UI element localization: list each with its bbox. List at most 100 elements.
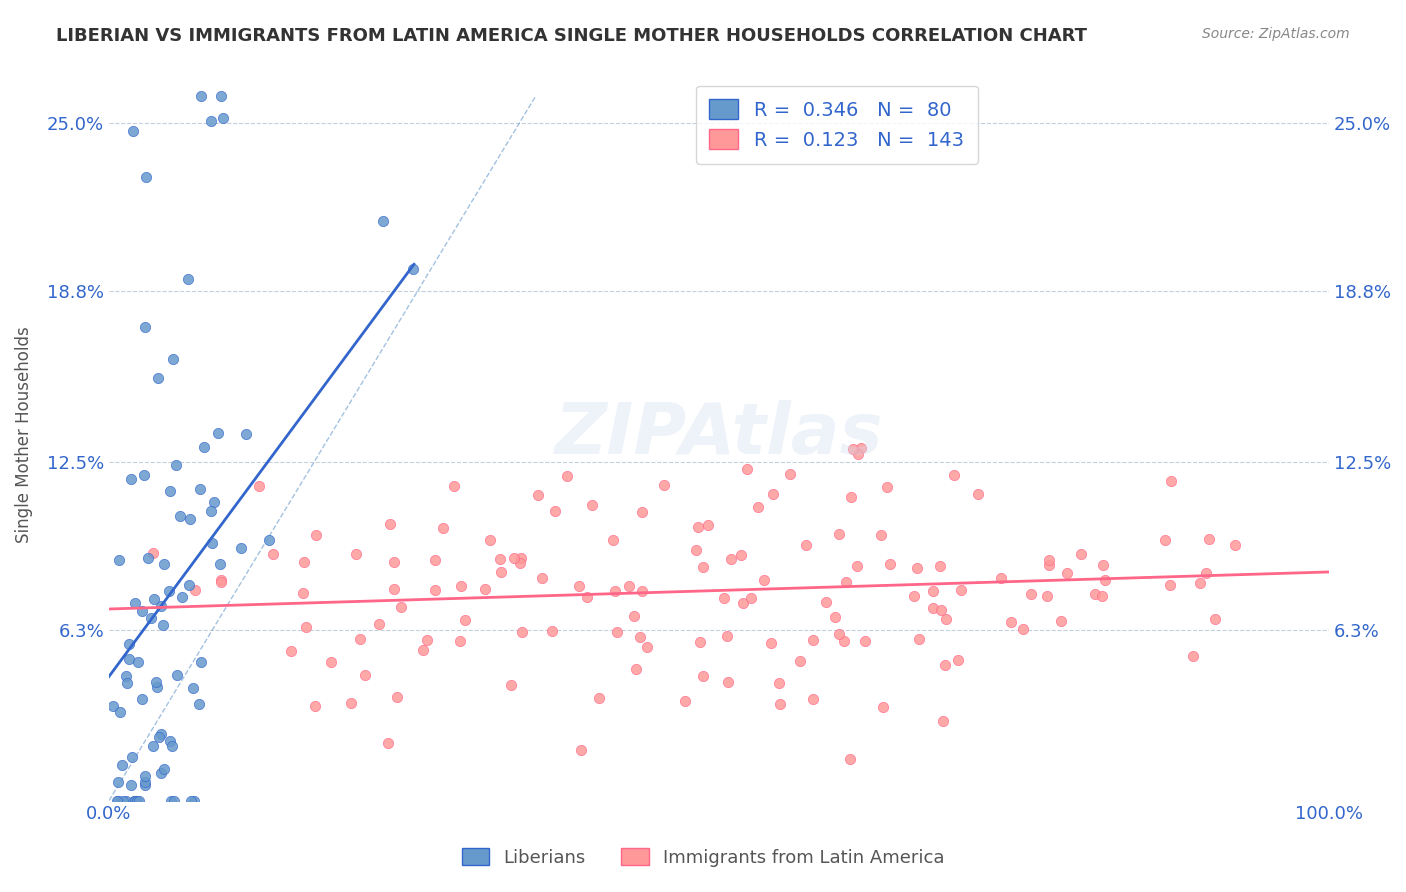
Point (922, 583, 945, 598)
Point (368, 617, 391, 632)
Point (509, 551, 531, 566)
Point (150, 766, 173, 780)
Point (177, 272, 200, 286)
Point (801, 691, 824, 706)
Point (170, 591, 193, 605)
Point (389, 600, 412, 615)
Point (990, 571, 1012, 585)
Point (869, 528, 891, 542)
Point (344, 547, 367, 561)
Point (828, 527, 851, 541)
Point (733, 596, 755, 610)
Point (200, 114, 222, 128)
Point (180, 794, 202, 808)
Point (1011, 622, 1033, 636)
Point (209, 88, 232, 103)
Point (879, 557, 901, 571)
Point (474, 582, 496, 597)
Point (193, 440, 215, 454)
Point (127, 655, 149, 669)
Point (576, 591, 599, 605)
Point (134, 319, 156, 334)
Point (160, 794, 183, 808)
Point (541, 624, 564, 639)
Point (135, 169, 157, 184)
Point (292, 586, 315, 600)
Point (934, 658, 956, 673)
Point (162, 351, 184, 366)
Point (631, 506, 654, 520)
Point (946, 653, 969, 667)
Point (134, 769, 156, 783)
Point (124, 794, 146, 808)
Point (380, 516, 402, 531)
Point (145, 674, 167, 689)
Point (163, 794, 186, 808)
Y-axis label: Single Mother Households: Single Mother Households (15, 326, 32, 543)
Point (212, 111, 235, 125)
Point (1225, 538, 1247, 552)
Point (717, 675, 740, 690)
Point (423, 553, 446, 567)
Point (153, 762, 176, 776)
Point (115, 676, 138, 690)
Point (319, 656, 342, 670)
Text: LIBERIAN VS IMMIGRANTS FROM LATIN AMERICA SINGLE MOTHER HOUSEHOLDS CORRELATION C: LIBERIAN VS IMMIGRANTS FROM LATIN AMERIC… (56, 27, 1087, 45)
Point (502, 551, 524, 566)
Point (377, 736, 399, 750)
Point (118, 637, 141, 651)
Point (148, 730, 170, 744)
Point (187, 697, 209, 711)
Point (449, 633, 471, 648)
Point (165, 458, 187, 472)
Point (145, 680, 167, 694)
Point (132, 467, 155, 482)
Point (801, 632, 824, 647)
Point (543, 504, 565, 518)
Point (876, 480, 898, 494)
Point (432, 521, 454, 535)
Point (107, 794, 129, 808)
Point (555, 468, 578, 483)
Point (134, 775, 156, 789)
Point (713, 591, 735, 605)
Point (1094, 573, 1116, 587)
Point (149, 599, 172, 613)
Point (108, 553, 131, 567)
Point (292, 556, 315, 570)
Point (510, 625, 533, 640)
Point (488, 551, 510, 566)
Point (1019, 587, 1042, 601)
Point (692, 669, 714, 683)
Point (605, 625, 627, 640)
Point (623, 608, 645, 623)
Point (942, 467, 965, 482)
Point (835, 575, 858, 590)
Text: Source: ZipAtlas.com: Source: ZipAtlas.com (1202, 27, 1350, 41)
Point (190, 655, 212, 669)
Point (179, 512, 201, 526)
Point (581, 499, 603, 513)
Point (842, 442, 865, 457)
Point (209, 574, 232, 589)
Point (769, 697, 792, 711)
Point (118, 651, 141, 665)
Point (120, 778, 142, 792)
Point (527, 488, 550, 502)
Point (121, 124, 143, 138)
Point (305, 528, 328, 542)
Point (903, 590, 925, 604)
Point (1084, 587, 1107, 601)
Point (872, 700, 894, 714)
Point (568, 579, 591, 593)
Point (631, 584, 654, 599)
Point (150, 727, 173, 741)
Point (262, 547, 284, 561)
Point (716, 629, 738, 643)
Point (689, 634, 711, 648)
Point (730, 549, 752, 563)
Point (105, 794, 128, 808)
Point (685, 543, 707, 558)
Legend: R =  0.346   N =  80, R =  0.123   N =  143: R = 0.346 N = 80, R = 0.123 N = 143 (696, 86, 977, 163)
Point (1092, 558, 1115, 573)
